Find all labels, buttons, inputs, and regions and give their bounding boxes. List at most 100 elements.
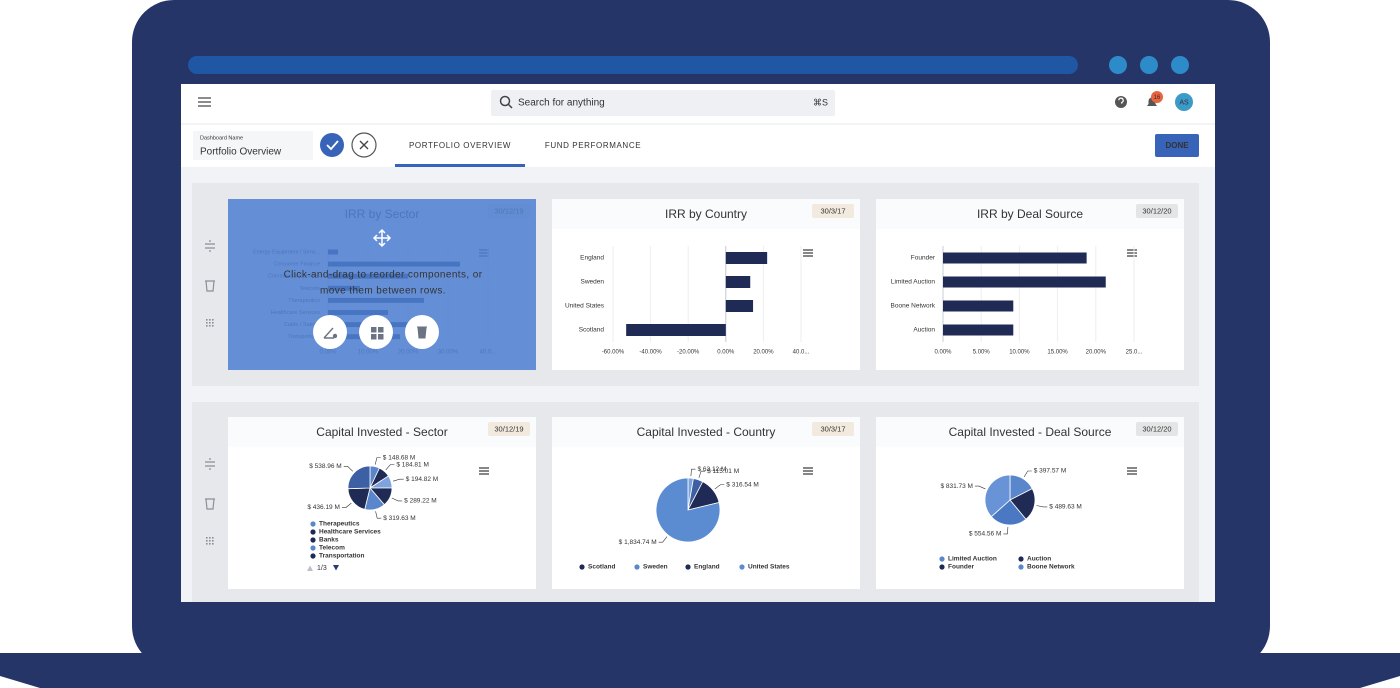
pie-label: $ 538.96 M <box>309 463 342 470</box>
drag-icon <box>212 319 214 321</box>
drag-icon <box>212 325 214 327</box>
card-menu[interactable] <box>803 249 813 257</box>
card-menu[interactable] <box>1127 467 1137 475</box>
drag-icon <box>206 325 208 327</box>
card-header <box>552 417 860 447</box>
search-placeholder: Search for anything <box>518 98 605 109</box>
search-icon <box>507 103 513 109</box>
date-badge <box>1136 204 1178 218</box>
card-menu[interactable] <box>1127 249 1137 257</box>
legend-page: 1/3 <box>317 565 327 572</box>
pager-up <box>307 565 313 571</box>
drag-icon <box>212 537 214 539</box>
drag-icon <box>209 322 211 324</box>
card-header <box>228 417 536 447</box>
tab[interactable]: FUND PERFORMANCE <box>545 141 641 150</box>
x-icon <box>359 140 369 150</box>
date-badge <box>488 422 530 436</box>
layout-icon <box>371 327 377 333</box>
drag-icon <box>206 540 208 542</box>
tab-active[interactable]: PORTFOLIO OVERVIEW <box>409 141 511 150</box>
legend-swatch <box>310 521 316 527</box>
menu-icon[interactable] <box>198 97 211 107</box>
x-tick-label: -60.00% <box>602 350 625 356</box>
drag-icon <box>209 325 211 327</box>
card-header <box>876 417 1184 447</box>
layout-icon <box>371 334 377 340</box>
bar <box>725 276 751 288</box>
confirm-button[interactable] <box>320 133 344 157</box>
window-dot <box>1140 56 1158 74</box>
dashboard-name: Portfolio Overview <box>200 147 282 158</box>
drag-icon <box>212 322 214 324</box>
help-icon <box>1118 97 1124 104</box>
x-tick-label: 20.00% <box>1086 350 1107 356</box>
legend-swatch <box>310 545 316 551</box>
legend-label: Boone Network <box>1027 564 1075 571</box>
card-title: IRR by Deal Source <box>977 207 1083 221</box>
date-badge <box>812 422 854 436</box>
pie-slice <box>347 465 371 490</box>
bar <box>943 324 1014 336</box>
pie-label: $ 831.73 M <box>940 483 973 490</box>
layout-icon <box>378 327 384 333</box>
leader-line <box>391 497 403 502</box>
legend-label: Sweden <box>643 564 668 571</box>
leader-line <box>374 457 381 465</box>
legend-swatch <box>579 564 585 570</box>
avatar[interactable] <box>1175 93 1193 111</box>
help-icon[interactable] <box>1115 96 1127 108</box>
x-tick-label: 15.00% <box>1047 350 1068 356</box>
pie-label: $ 316.54 M <box>726 481 759 488</box>
legend-label: Limited Auction <box>948 556 997 563</box>
window-dot <box>1171 56 1189 74</box>
search-box[interactable] <box>491 90 835 116</box>
dashboard-name-label: Dashboard Name <box>200 135 243 141</box>
date-badge <box>1136 422 1178 436</box>
move-icon <box>372 228 392 248</box>
legend-swatch <box>1018 564 1024 570</box>
legend-label: Telecom <box>319 545 345 552</box>
dashboard-name-field[interactable] <box>193 131 313 160</box>
card-menu[interactable] <box>803 467 813 475</box>
bar <box>943 252 1087 264</box>
leader-line <box>658 536 668 543</box>
legend-label: Therapeutics <box>319 521 360 528</box>
drag-icon <box>209 537 211 539</box>
y-tick-label: Founder <box>911 255 936 262</box>
layout-icon <box>378 334 384 340</box>
leader-line <box>385 464 395 471</box>
drag-icon <box>209 319 211 321</box>
legend-label: Scotland <box>588 564 615 571</box>
card-header <box>876 199 1184 229</box>
pager-down <box>333 565 339 571</box>
window-dot <box>1109 56 1127 74</box>
x-tick-label: 40.0... <box>793 350 810 356</box>
x-tick-label: 0.00% <box>717 350 735 356</box>
leader-line <box>343 466 353 472</box>
row-tool-group[interactable] <box>205 240 215 292</box>
legend-swatch <box>310 537 316 543</box>
drag-icon <box>209 543 211 545</box>
legend-swatch <box>1018 556 1024 562</box>
leader-line <box>714 484 725 490</box>
y-tick-label: United States <box>565 303 605 310</box>
pie-label: $ 319.63 M <box>383 515 416 522</box>
card-menu[interactable] <box>479 467 489 475</box>
leader-line <box>1036 505 1048 508</box>
y-tick-label: Limited Auction <box>891 279 935 286</box>
pie-slice <box>1009 488 1036 520</box>
y-tick-label: Auction <box>913 327 935 334</box>
done-button[interactable] <box>1155 134 1199 157</box>
pie-label: $ 397.57 M <box>1034 468 1067 475</box>
legend-label: Auction <box>1027 556 1051 563</box>
pie-label: $ 436.19 M <box>307 504 340 511</box>
legend-swatch <box>939 556 945 562</box>
edit-icon <box>332 333 338 339</box>
row-tool-group[interactable] <box>205 458 215 510</box>
split-icon <box>205 240 215 252</box>
pie-label: $ 184.81 M <box>396 461 429 468</box>
notification-count: 16 <box>1154 95 1161 101</box>
